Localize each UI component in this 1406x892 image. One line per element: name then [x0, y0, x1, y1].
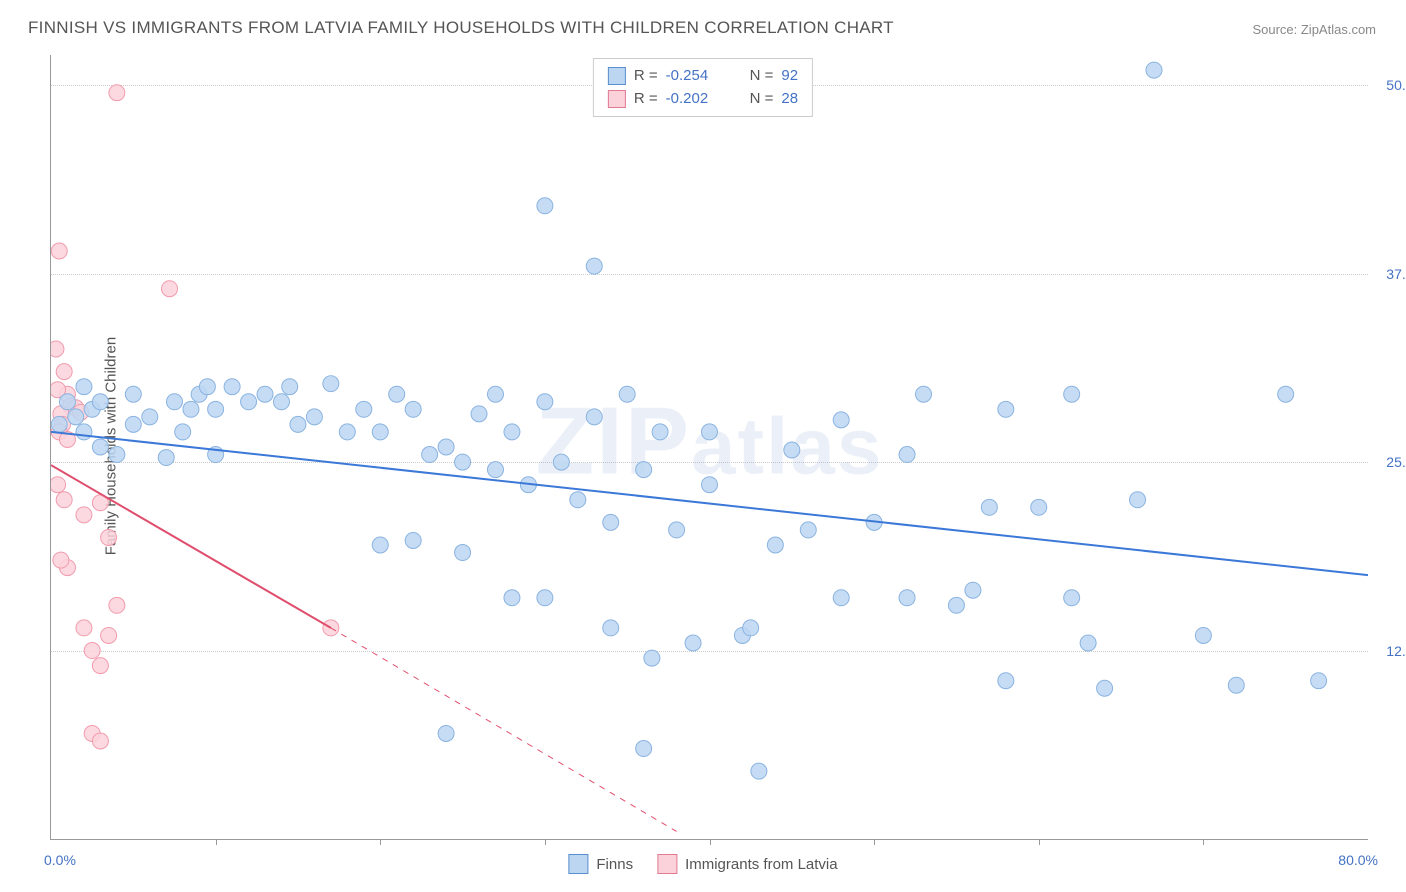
n-value-latvia: 28: [781, 88, 798, 111]
swatch-latvia-icon: [657, 854, 677, 874]
r-label: R =: [634, 65, 658, 88]
legend-item-latvia: Immigrants from Latvia: [657, 854, 838, 874]
r-value-finns: -0.254: [666, 65, 724, 88]
plot-area: ZIPatlas 12.5%25.0%37.5%50.0%: [50, 55, 1368, 840]
swatch-latvia-icon: [608, 90, 626, 108]
x-tick: [216, 839, 217, 845]
x-axis-min-label: 0.0%: [44, 852, 76, 868]
y-tick-label: 37.5%: [1386, 266, 1406, 282]
y-tick-label: 12.5%: [1386, 643, 1406, 659]
x-axis-max-label: 80.0%: [1338, 852, 1378, 868]
chart-title: FINNISH VS IMMIGRANTS FROM LATVIA FAMILY…: [28, 18, 894, 38]
legend-label-finns: Finns: [596, 856, 633, 873]
n-label: N =: [750, 88, 774, 111]
bottom-legend: Finns Immigrants from Latvia: [568, 854, 837, 874]
legend-label-latvia: Immigrants from Latvia: [685, 856, 838, 873]
y-tick-label: 50.0%: [1386, 77, 1406, 93]
y-tick-label: 25.0%: [1386, 454, 1406, 470]
n-value-finns: 92: [781, 65, 798, 88]
stats-row-latvia: R = -0.202 N = 28: [608, 88, 798, 111]
swatch-finns-icon: [568, 854, 588, 874]
r-label: R =: [634, 88, 658, 111]
n-label: N =: [750, 65, 774, 88]
source-attribution: Source: ZipAtlas.com: [1252, 22, 1376, 37]
scatter-svg: [51, 55, 1368, 839]
x-tick: [380, 839, 381, 845]
stats-row-finns: R = -0.254 N = 92: [608, 65, 798, 88]
x-tick: [545, 839, 546, 845]
x-tick: [710, 839, 711, 845]
r-value-latvia: -0.202: [666, 88, 724, 111]
x-tick: [1203, 839, 1204, 845]
swatch-finns-icon: [608, 67, 626, 85]
legend-item-finns: Finns: [568, 854, 633, 874]
correlation-stats-box: R = -0.254 N = 92 R = -0.202 N = 28: [593, 58, 813, 117]
x-tick: [874, 839, 875, 845]
x-tick: [1039, 839, 1040, 845]
